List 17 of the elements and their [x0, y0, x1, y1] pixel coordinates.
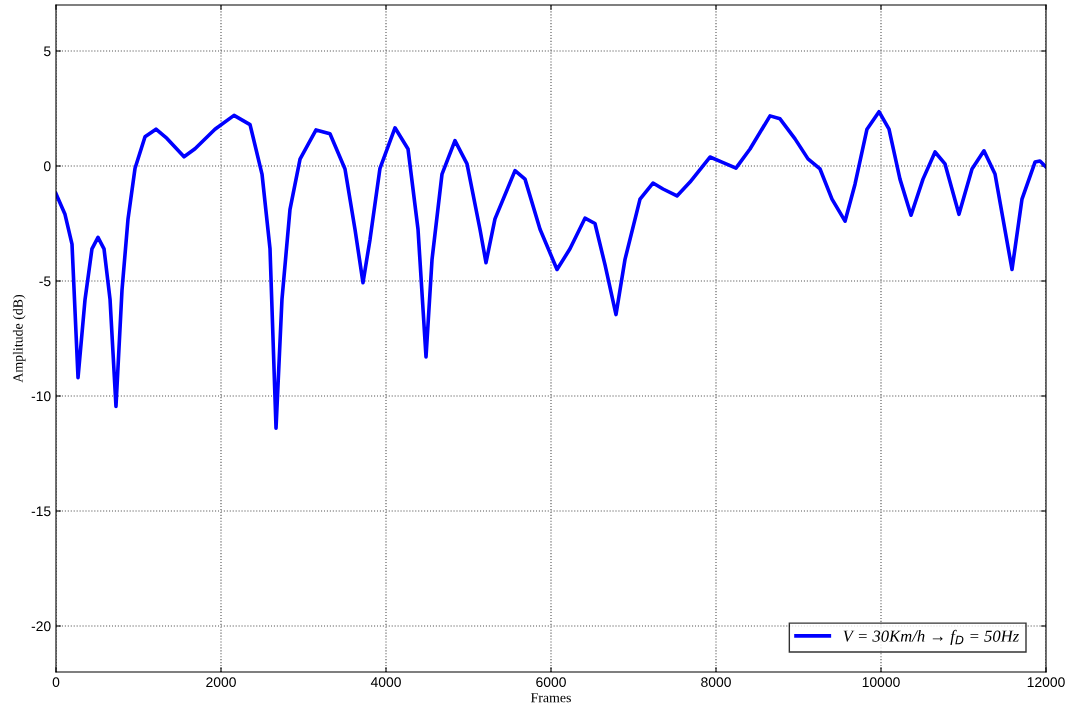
y-tick-label: 5: [43, 46, 51, 57]
x-tick-label: 2000: [206, 677, 236, 688]
x-tick-label: 0: [52, 677, 60, 688]
y-tick-label: -10: [31, 391, 51, 402]
x-tick-label: 4000: [370, 677, 401, 688]
x-tick-label: 6000: [536, 677, 566, 688]
x-axis-title: Frames: [530, 693, 571, 703]
y-axis-title: Amplitude (dB): [12, 294, 26, 383]
y-tick-label: 0: [43, 161, 51, 172]
legend-label: V = 30Km/h → f$_{D}$ = 50Hz: [843, 629, 1019, 646]
line-series: [56, 109, 1046, 431]
x-tick-label: 12000: [1027, 677, 1065, 688]
y-tick-label: -15: [31, 506, 51, 517]
y-tick-label: -20: [31, 621, 51, 632]
y-tick-label: -5: [39, 276, 51, 287]
x-tick-label: 8000: [701, 677, 731, 688]
x-tick-label: 10000: [862, 677, 900, 688]
